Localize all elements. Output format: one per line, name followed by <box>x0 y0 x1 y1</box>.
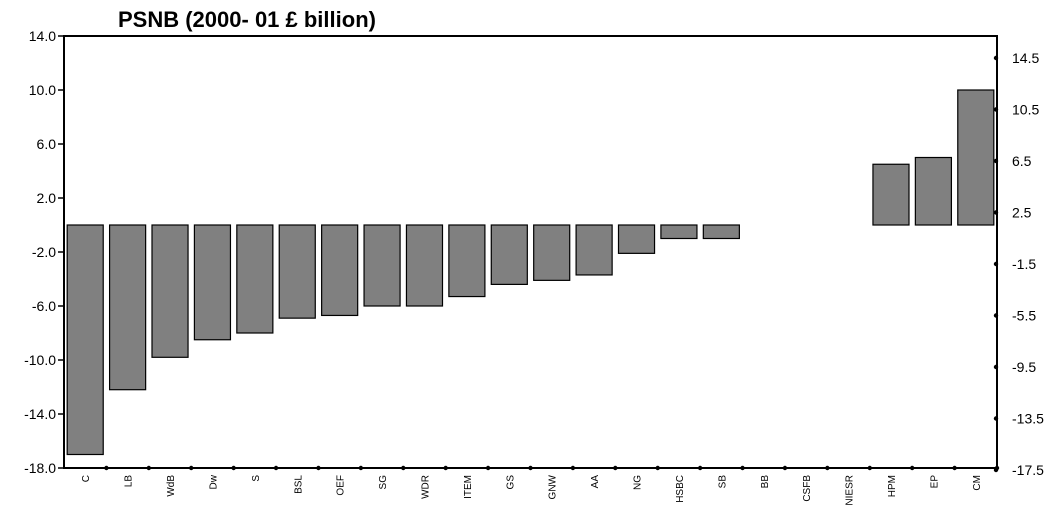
right-tick-mark <box>993 55 999 61</box>
bar-ep <box>914 156 953 226</box>
left-tick-label: 10.0 <box>29 82 56 98</box>
left-tick-label: 6.0 <box>37 136 57 152</box>
x-tick-label: C <box>81 475 92 482</box>
x-tick-mark <box>231 465 236 471</box>
bars <box>66 89 995 456</box>
left-tick-label: -18.0 <box>24 460 56 476</box>
bar-aa <box>575 224 613 276</box>
right-tick-mark <box>993 107 999 112</box>
x-tick-mark <box>189 465 194 471</box>
x-tick-mark <box>740 465 745 471</box>
x-tick-label: HPM <box>887 475 898 497</box>
x-tick-label: NG <box>633 475 644 490</box>
x-tick-mark <box>485 465 491 471</box>
left-tick-label: -14.0 <box>24 406 56 422</box>
x-tick-mark <box>570 465 576 471</box>
x-tick-mark <box>655 465 660 471</box>
right-tick-mark <box>993 364 999 370</box>
left-tick-label: -2.0 <box>32 244 56 260</box>
right-tick-label: -9.5 <box>1012 359 1036 375</box>
bar-wdb <box>151 224 189 358</box>
bar-sg <box>363 224 401 307</box>
x-tick-label: S <box>251 475 262 482</box>
left-tick-label: -10.0 <box>24 352 56 368</box>
x-tick-label: HSBC <box>675 475 686 503</box>
bar-s <box>236 224 274 334</box>
bar-dw <box>193 224 232 341</box>
x-tick-label: WDR <box>420 475 431 499</box>
right-tick-label: -13.5 <box>1012 411 1044 427</box>
x-tick-label: LB <box>124 475 135 488</box>
right-tick-label: -1.5 <box>1012 256 1036 272</box>
x-tick-mark <box>528 465 533 471</box>
x-tick-mark <box>782 465 788 471</box>
x-tick-mark <box>146 465 152 471</box>
bar-hsbc <box>660 224 698 240</box>
right-axis: 14.5 10.5 6.5 2.5 -1.5 -5.5 -9.5 -13.5 -17.5 <box>993 50 1044 478</box>
right-tick-mark <box>993 313 999 318</box>
left-tick-label: 14.0 <box>29 28 56 44</box>
bar-oef <box>321 224 359 317</box>
bar-gs <box>490 224 528 286</box>
bar-wdr <box>405 224 444 307</box>
bar-ng <box>617 224 656 254</box>
bar-cm <box>957 89 995 226</box>
x-tick-label: NIESR <box>845 475 856 506</box>
left-tick-label: 2.0 <box>37 190 57 206</box>
bar-sb <box>702 224 740 240</box>
x-tick-mark <box>952 465 957 471</box>
right-tick-mark <box>993 416 999 421</box>
right-tick-label: 6.5 <box>1012 153 1032 169</box>
x-tick-label: GS <box>505 475 516 490</box>
x-tick-label: Dw <box>208 474 219 489</box>
x-tick-mark <box>909 465 915 471</box>
x-tick-mark <box>994 465 1000 471</box>
right-tick-mark <box>993 261 999 267</box>
right-tick-label: -17.5 <box>1012 462 1044 478</box>
bar-hpm <box>872 163 910 226</box>
bar-bsl <box>278 224 316 319</box>
x-tick-label: SG <box>378 475 389 490</box>
bar-c <box>66 224 104 456</box>
left-axis: 14.0 10.0 6.0 2.0 -2.0 -6.0 -10.0 -14.0 -18.0 <box>24 28 64 476</box>
x-tick-label: ITEM <box>463 475 474 499</box>
x-tick-label: AA <box>590 475 601 489</box>
x-tick-label: WdB <box>166 475 177 497</box>
x-tick-label: CM <box>972 475 983 491</box>
x-tick-mark <box>104 465 109 471</box>
x-tick-label: SB <box>717 475 728 489</box>
x-tick-label: OEF <box>336 475 347 496</box>
bar-lb <box>108 224 147 391</box>
x-tick-mark <box>316 465 321 471</box>
left-tick-label: -6.0 <box>32 298 56 314</box>
x-tick-label: BSL <box>293 475 304 494</box>
right-tick-mark <box>993 158 999 164</box>
x-tick-mark <box>825 465 830 471</box>
x-tick-mark <box>401 465 406 471</box>
x-tick-mark <box>358 465 364 471</box>
right-tick-label: 2.5 <box>1012 205 1032 221</box>
right-tick-label: -5.5 <box>1012 308 1036 324</box>
x-tick-mark <box>697 465 703 471</box>
x-tick-label: BB <box>760 475 771 489</box>
bar-gnw <box>533 224 571 281</box>
x-tick-label: GNW <box>548 474 559 499</box>
x-tick-mark <box>273 465 279 471</box>
x-tick-mark <box>867 465 872 471</box>
x-tick-label: CSFB <box>802 475 813 502</box>
x-tick-label: EP <box>929 475 940 489</box>
x-tick-mark <box>443 465 448 471</box>
chart-title: PSNB (2000- 01 £ billion) <box>118 7 376 32</box>
bar-item <box>448 224 486 298</box>
x-axis: C LB WdB Dw S BSL OEF SG WDR ITEM GS GNW AA NG HSBC SB B… <box>81 465 1000 506</box>
right-tick-mark <box>993 210 999 215</box>
right-tick-label: 10.5 <box>1012 102 1039 118</box>
x-tick-mark <box>613 465 618 471</box>
right-tick-label: 14.5 <box>1012 50 1039 66</box>
